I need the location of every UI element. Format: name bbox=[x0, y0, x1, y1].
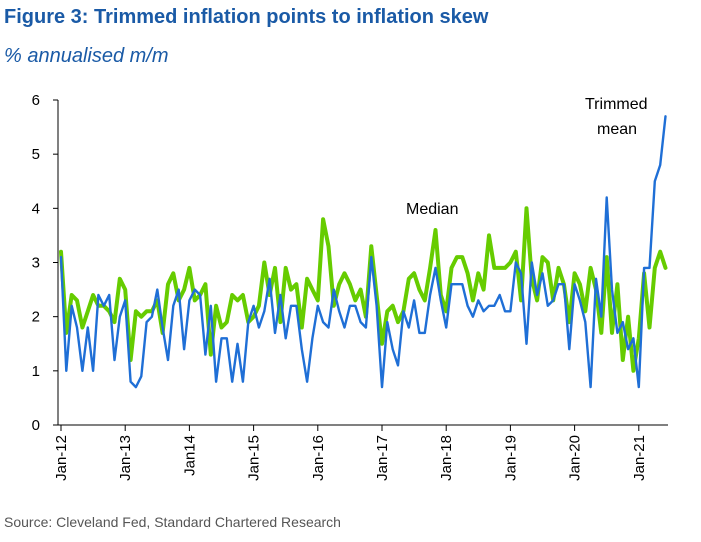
y-tick-label: 6 bbox=[32, 92, 40, 109]
x-tick-label: Jan-19 bbox=[502, 435, 519, 481]
x-tick-label: Jan14 bbox=[181, 435, 198, 476]
x-tick-label: Jan-17 bbox=[374, 435, 391, 481]
y-tick-label: 4 bbox=[32, 200, 40, 217]
y-tick-label: 3 bbox=[32, 255, 40, 272]
y-tick-label: 2 bbox=[32, 309, 40, 326]
x-tick-label: Jan-21 bbox=[631, 435, 648, 481]
x-tick-label: Jan-15 bbox=[246, 435, 263, 481]
trimmed-annotation: Trimmed bbox=[585, 96, 648, 113]
x-tick-label: Jan-13 bbox=[117, 435, 134, 481]
y-tick-label: 1 bbox=[32, 363, 40, 380]
trimmed-mean-series-line bbox=[59, 115, 667, 389]
x-tick-label: Jan-12 bbox=[53, 435, 70, 481]
y-tick-label: 5 bbox=[32, 146, 40, 163]
x-tick-label: Jan-16 bbox=[310, 435, 327, 481]
figure-title: Figure 3: Trimmed inflation points to in… bbox=[4, 6, 489, 28]
figure-subtitle: % annualised m/m bbox=[4, 45, 169, 67]
line-chart: 0 1 2 3 4 5 6 Jan-12 Jan-13 Jan14 Jan-15 Jan-16 Jan-… bbox=[32, 92, 668, 481]
trimmed-mean-annotation: mean bbox=[597, 121, 637, 138]
source-note: Source: Cleveland Fed, Standard Chartere… bbox=[4, 514, 341, 530]
x-tick-label: Jan-20 bbox=[567, 435, 584, 481]
y-tick-label: 0 bbox=[32, 417, 40, 434]
x-tick-label: Jan-18 bbox=[438, 435, 455, 481]
median-annotation: Median bbox=[406, 201, 458, 218]
